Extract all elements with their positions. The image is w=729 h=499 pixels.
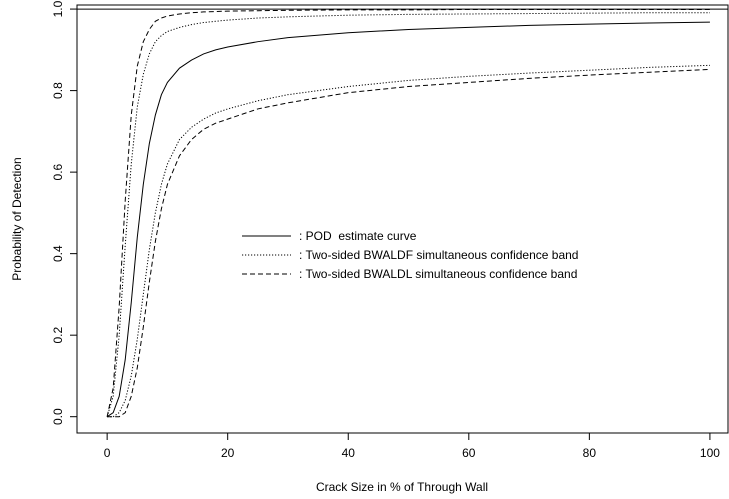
- y-tick-label: 0.4: [51, 245, 65, 262]
- y-tick-label: 0.0: [51, 408, 65, 425]
- y-axis: 0.0 0.2 0.4 0.6 0.8 1.0: [51, 0, 78, 425]
- y-tick-label: 0.8: [51, 82, 65, 99]
- legend-label: : Two-sided BWALDL simultaneous confiden…: [299, 267, 577, 281]
- series-line-solid-0: [106, 21, 710, 418]
- x-tick-label: 80: [583, 446, 597, 460]
- x-tick-label: 60: [462, 446, 476, 460]
- x-tick-label: 0: [104, 446, 111, 460]
- series-layer: [106, 8, 710, 418]
- series-line-dotted-2: [107, 64, 710, 418]
- series-line-dotted-1: [106, 12, 710, 417]
- y-tick-label: 1.0: [51, 0, 65, 17]
- series-line-dashed-3: [106, 8, 710, 417]
- x-axis-label: Crack Size in % of Through Wall: [316, 480, 488, 494]
- legend-label: : POD estimate curve: [299, 229, 417, 243]
- x-tick-label: 100: [700, 446, 720, 460]
- x-axis: 0 20 40 60 80 100: [104, 432, 720, 460]
- legend: : POD estimate curve : Two-sided BWALDF s…: [242, 229, 578, 281]
- x-tick-label: 20: [221, 446, 235, 460]
- y-axis-label: Probability of Detection: [10, 157, 24, 280]
- legend-label: : Two-sided BWALDF simultaneous confiden…: [299, 248, 578, 262]
- y-tick-label: 0.6: [51, 163, 65, 180]
- plot-frame: [76, 4, 729, 434]
- series-line-dashed-4: [107, 68, 710, 418]
- x-tick-label: 40: [342, 446, 356, 460]
- y-tick-label: 0.2: [51, 327, 65, 344]
